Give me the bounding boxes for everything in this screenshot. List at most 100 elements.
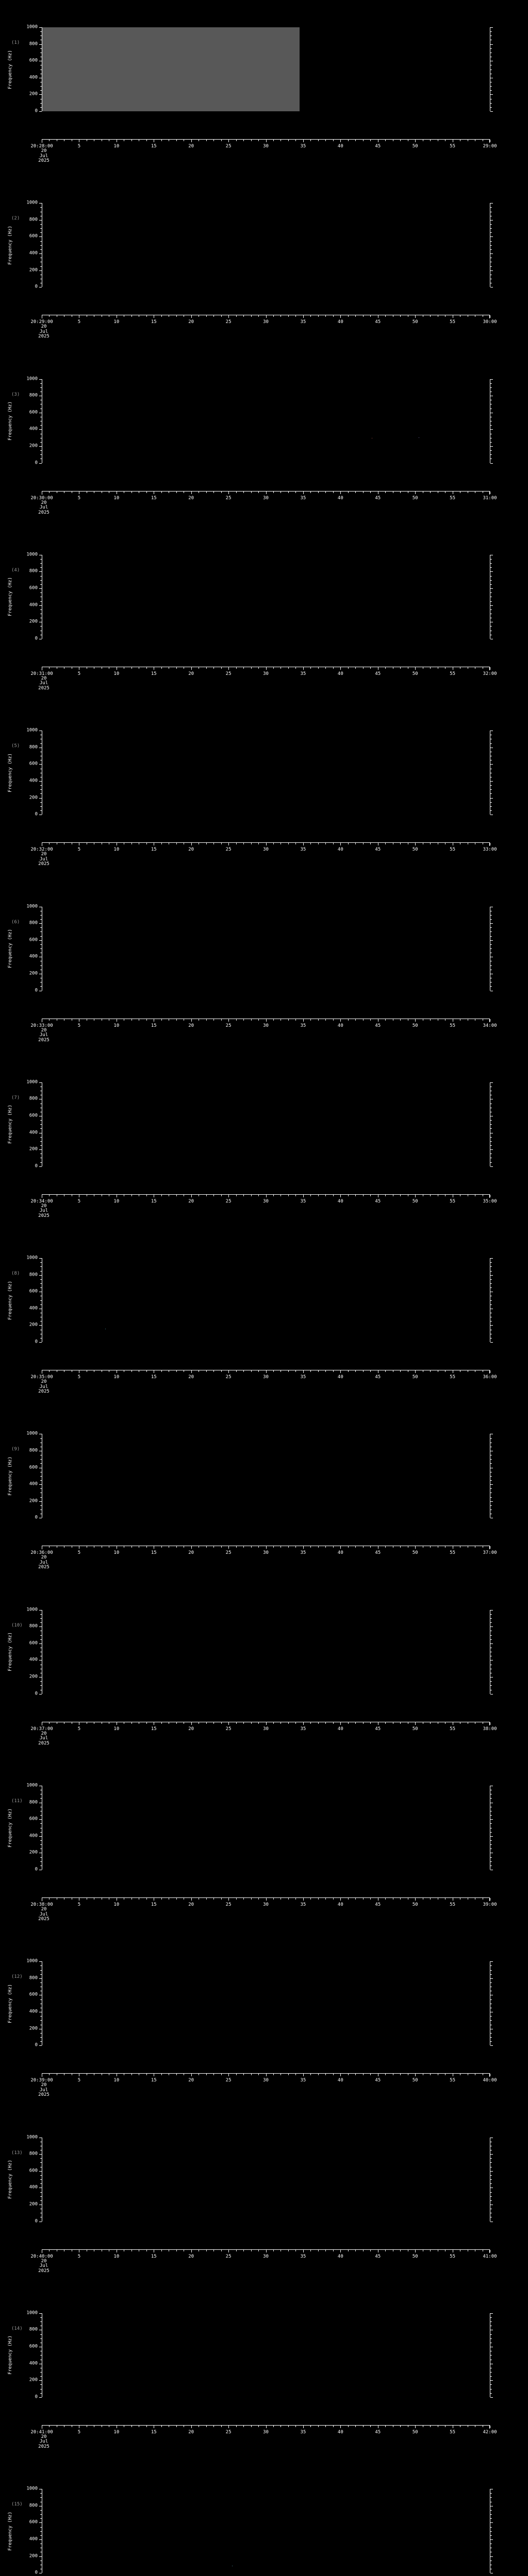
y-major-tick (39, 923, 42, 924)
y-minor-tick (40, 931, 42, 933)
y-major-tick (39, 1484, 42, 1485)
x-minor-tick (295, 1194, 296, 1196)
y-minor-tick-right (490, 1300, 492, 1301)
x-minor-tick (310, 2074, 311, 2076)
x-minor-tick (430, 491, 431, 493)
y-minor-tick (40, 1639, 42, 1640)
x-minor-tick (236, 491, 237, 493)
x-tick-label: 20 (188, 671, 194, 676)
x-minor-tick (295, 667, 296, 669)
y-minor-tick (40, 232, 42, 233)
x-tick-label: 40 (337, 2429, 343, 2435)
x-major-tick (228, 315, 229, 318)
x-tick-label: 50 (412, 1902, 418, 1907)
y-major-tick-right (490, 463, 493, 464)
x-minor-tick (310, 1370, 311, 1372)
plot-frame (42, 203, 490, 287)
x-tick-label: 35 (300, 1726, 306, 1732)
y-minor-tick (40, 927, 42, 928)
x-tick-label: 20 (188, 319, 194, 325)
x-minor-tick (385, 1019, 386, 1021)
x-major-tick (415, 667, 416, 670)
y-tick-label: 400 (29, 2536, 38, 2542)
panel-3: 0 200 400 600 800 1000 Frequency (Hz) (3) 20:30:… (0, 352, 528, 528)
y-major-tick-right (490, 219, 493, 221)
x-minor-tick (355, 2249, 356, 2251)
x-minor-tick (206, 1546, 207, 1548)
x-tick-label-end: 33:00 (483, 847, 497, 853)
x-minor-tick (206, 667, 207, 669)
x-minor-tick (355, 2074, 356, 2076)
y-minor-tick-right (490, 743, 492, 744)
y-minor-tick (40, 2338, 42, 2339)
y-tick-label: 1000 (26, 1255, 38, 1261)
x-major-tick (228, 491, 229, 494)
x-minor-tick (176, 2425, 177, 2427)
y-minor-tick-right (490, 1861, 492, 1862)
x-major-tick (340, 1370, 341, 1374)
x-tick-label-end: 32:00 (483, 671, 497, 676)
x-axis-right-cap (489, 666, 490, 670)
y-tick-label: 200 (29, 2201, 38, 2207)
x-minor-tick (400, 1194, 401, 1196)
x-minor-tick (49, 491, 50, 493)
x-minor-tick (333, 2074, 334, 2076)
x-major-tick (415, 1019, 416, 1022)
x-minor-tick (280, 1546, 282, 1548)
x-minor-tick (131, 1019, 132, 1021)
x-tick-label-end: 35:00 (483, 1198, 497, 1204)
y-tick-label: 1000 (26, 2134, 38, 2140)
x-axis-date-stack: 20 Jul 2025 (38, 1204, 50, 1219)
y-minor-tick-right (490, 575, 492, 577)
x-minor-tick (430, 667, 431, 669)
x-major-tick (340, 2074, 341, 2077)
x-axis-date-line: Jul (39, 153, 48, 159)
y-minor-tick-right (490, 1815, 492, 1816)
y-major-tick (39, 940, 42, 941)
x-minor-tick (251, 1370, 252, 1372)
x-major-tick (228, 843, 229, 846)
x-minor-tick (213, 2425, 214, 2427)
x-minor-tick (236, 315, 237, 317)
y-minor-tick (40, 1685, 42, 1686)
x-minor-tick (400, 140, 401, 141)
x-tick-label: 50 (412, 1726, 418, 1732)
x-minor-tick (362, 1898, 364, 1900)
x-minor-tick (243, 1194, 244, 1196)
x-minor-tick (445, 315, 446, 317)
y-minor-tick (40, 948, 42, 949)
y-axis-title-text: Frequency (Hz) (8, 1984, 13, 2023)
y-minor-tick-right (490, 2531, 492, 2532)
x-axis-date-line: 2025 (38, 2092, 50, 2098)
x-tick-label: 30 (263, 671, 269, 676)
y-minor-tick (40, 914, 42, 916)
y-minor-tick (40, 249, 42, 250)
x-tick-label: 45 (375, 1023, 381, 1028)
x-minor-tick (362, 667, 364, 669)
x-tick-label: 35 (300, 144, 306, 149)
x-major-tick (191, 1898, 192, 1901)
x-minor-tick (430, 1019, 431, 1021)
x-minor-tick (355, 491, 356, 493)
x-tick-label: 15 (151, 671, 157, 676)
x-tick-label: 35 (300, 319, 306, 325)
x-minor-tick (362, 1370, 364, 1372)
x-minor-tick (49, 2074, 50, 2076)
x-tick-label: 55 (450, 495, 455, 501)
x-tick-label-start: 20:29:00 (30, 319, 53, 325)
plot-frame (42, 1082, 490, 1166)
x-minor-tick (385, 667, 386, 669)
y-major-tick-right (490, 588, 493, 589)
x-axis-date-line: Jul (39, 1384, 48, 1389)
x-minor-tick (161, 491, 162, 493)
x-minor-tick (243, 1898, 244, 1900)
x-minor-tick (146, 1370, 147, 1372)
x-minor-tick (273, 667, 274, 669)
x-minor-tick (325, 1898, 326, 1900)
x-minor-tick (318, 1722, 319, 1724)
x-minor-tick (221, 667, 222, 669)
x-tick-label-start: 20:32:00 (30, 847, 53, 853)
y-tick-label: 200 (29, 267, 38, 273)
x-minor-tick (161, 2074, 162, 2076)
x-tick-label: 5 (77, 319, 81, 325)
